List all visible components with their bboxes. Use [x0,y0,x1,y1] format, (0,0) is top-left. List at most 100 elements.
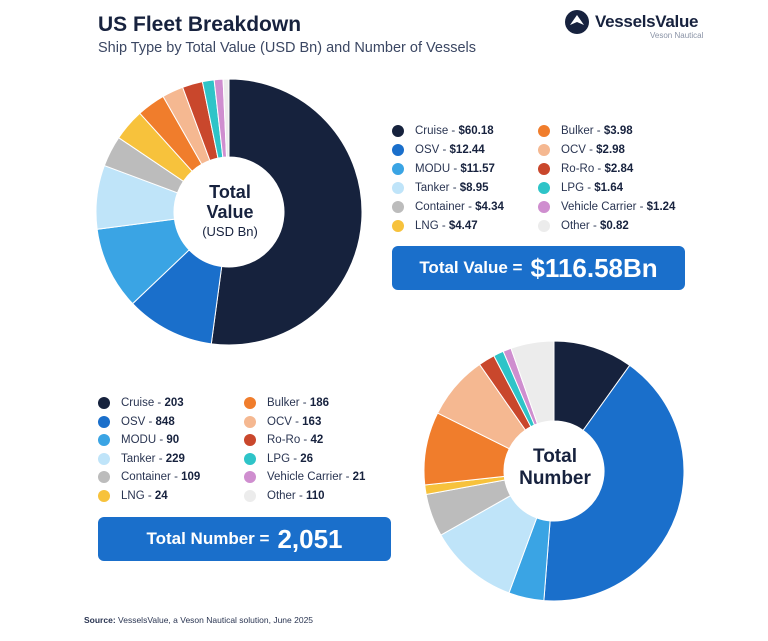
value-legend-value: $1.64 [594,182,624,194]
number-legend-item-cruise: Cruise - 203 [98,397,184,409]
value-legend-value: $2.98 [596,144,625,156]
total-number-box: Total Number = 2,051 [98,517,391,561]
number-legend-swatch [98,415,110,428]
number-legend-value: 109 [181,471,201,483]
number-legend-swatch [244,415,256,428]
number-legend-swatch [244,434,256,446]
value-legend-separator: - [585,144,597,156]
value-legend-category: OCV [561,144,586,156]
value-legend-item-container: Container - $4.34 [392,201,504,213]
number-legend-value: 186 [309,397,330,409]
number-legend-item-modu: MODU - 90 [98,434,179,446]
value-legend-item-cruise: Cruise - $60.18 [392,125,494,137]
number-legend-value: 229 [165,452,185,465]
number-legend-value: 90 [166,434,180,446]
number-legend-item-lpg: LPG - 26 [244,452,313,465]
number-legend-item-ro-ro: Ro-Ro - 42 [244,434,323,446]
total-value-amount: $116.58Bn [530,252,658,283]
value-legend-category: Cruise [415,125,449,137]
value-legend-value: $12.44 [449,144,485,156]
number-legend-swatch [98,452,110,465]
value-legend-separator: - [450,163,461,175]
value-donut-center-label: Total Value (USD Bn) [180,182,280,241]
value-legend-category: LPG [561,182,585,194]
number-legend-swatch [98,434,110,446]
number-legend-item-other: Other - 110 [244,489,325,502]
value-legend-item-other: Other - $0.82 [538,220,629,232]
number-legend-item-bulker: Bulker - 186 [244,397,329,409]
source-note: Source: VesselsValue, a Veson Nautical s… [84,615,313,625]
value-legend-swatch [538,144,550,156]
value-legend-category: Container [415,201,465,213]
number-legend-swatch [244,397,256,409]
value-legend-value: $11.57 [460,163,495,175]
number-legend-value: 848 [155,415,175,428]
value-legend-swatch [392,163,404,175]
number-legend-category: Tanker [121,452,156,465]
value-legend-swatch [392,125,404,137]
page-subtitle: Ship Type by Total Value (USD Bn) and Nu… [98,40,477,56]
number-legend-category: OCV [267,415,292,428]
value-legend-value: $2.84 [604,163,634,175]
value-center-line2: Value [206,202,254,222]
value-legend-item-vehicle-carrier: Vehicle Carrier - $1.24 [538,201,675,213]
value-legend-category: Tanker [415,182,450,194]
source-text: VesselsValue, a Veson Nautical solution,… [118,615,314,625]
value-legend-category: Bulker [561,125,594,137]
number-legend-category: LNG [121,489,145,502]
value-legend-item-osv: OSV - $12.44 [392,144,485,156]
number-legend-category: MODU [121,434,157,446]
value-center-line1: Total [209,182,251,202]
number-center-line1: Total [533,446,577,467]
number-legend-value: 21 [352,471,366,483]
number-legend-category: Cruise [121,397,155,409]
value-legend-category: Other [561,220,590,232]
number-legend-swatch [98,397,110,409]
value-legend-value: $4.34 [475,201,504,213]
number-legend-separator: - [342,471,353,483]
number-legend-category: Container [121,471,171,483]
value-legend-swatch [392,220,404,232]
total-number-label: Total Number = [146,529,270,548]
value-legend-value: $0.82 [600,220,629,232]
value-legend-item-lpg: LPG - $1.64 [538,182,623,194]
number-legend-category: Vehicle Carrier [267,471,343,483]
value-center-line3: (USD Bn) [202,224,258,239]
value-legend-item-modu: MODU - $11.57 [392,163,495,175]
value-legend-category: MODU [415,163,451,175]
value-legend-item-tanker: Tanker - $8.95 [392,182,489,194]
number-legend-item-ocv: OCV - 163 [244,415,321,428]
number-legend-value: 24 [154,489,168,502]
source-label: Source: [84,615,116,625]
vesselsvalue-logo-icon [565,10,589,34]
value-legend-swatch [538,220,550,232]
number-legend-swatch [244,489,256,502]
number-legend-category: OSV [121,415,146,428]
number-legend-separator: - [144,489,155,502]
number-legend-category: Ro-Ro [267,434,301,446]
number-legend-item-vehicle-carrier: Vehicle Carrier - 21 [244,471,365,483]
number-legend-separator: - [154,397,165,409]
brand-subtitle: Veson Nautical [650,31,704,40]
number-legend-separator: - [145,415,156,428]
value-legend-separator: - [464,201,476,213]
number-legend-separator: - [290,452,301,465]
value-legend-swatch [392,201,404,213]
number-donut-center-label: Total Number [505,446,605,490]
number-legend-category: Other [267,489,296,502]
total-value-box: Total Value = $116.58Bn [392,246,685,290]
value-legend-swatch [538,182,550,194]
number-legend-value: 42 [310,434,324,446]
value-legend-separator: - [438,220,449,232]
value-legend-separator: - [448,125,459,137]
value-legend-value: $8.95 [459,182,489,194]
value-legend-separator: - [593,125,604,137]
number-legend-swatch [244,471,256,483]
value-legend-swatch [538,201,550,213]
total-value-label: Total Value = [419,258,523,277]
value-center-hole [174,157,284,267]
value-legend-item-bulker: Bulker - $3.98 [538,125,633,137]
value-legend-value: $1.24 [646,201,676,213]
number-legend-category: LPG [267,452,291,465]
number-legend-separator: - [300,434,311,446]
